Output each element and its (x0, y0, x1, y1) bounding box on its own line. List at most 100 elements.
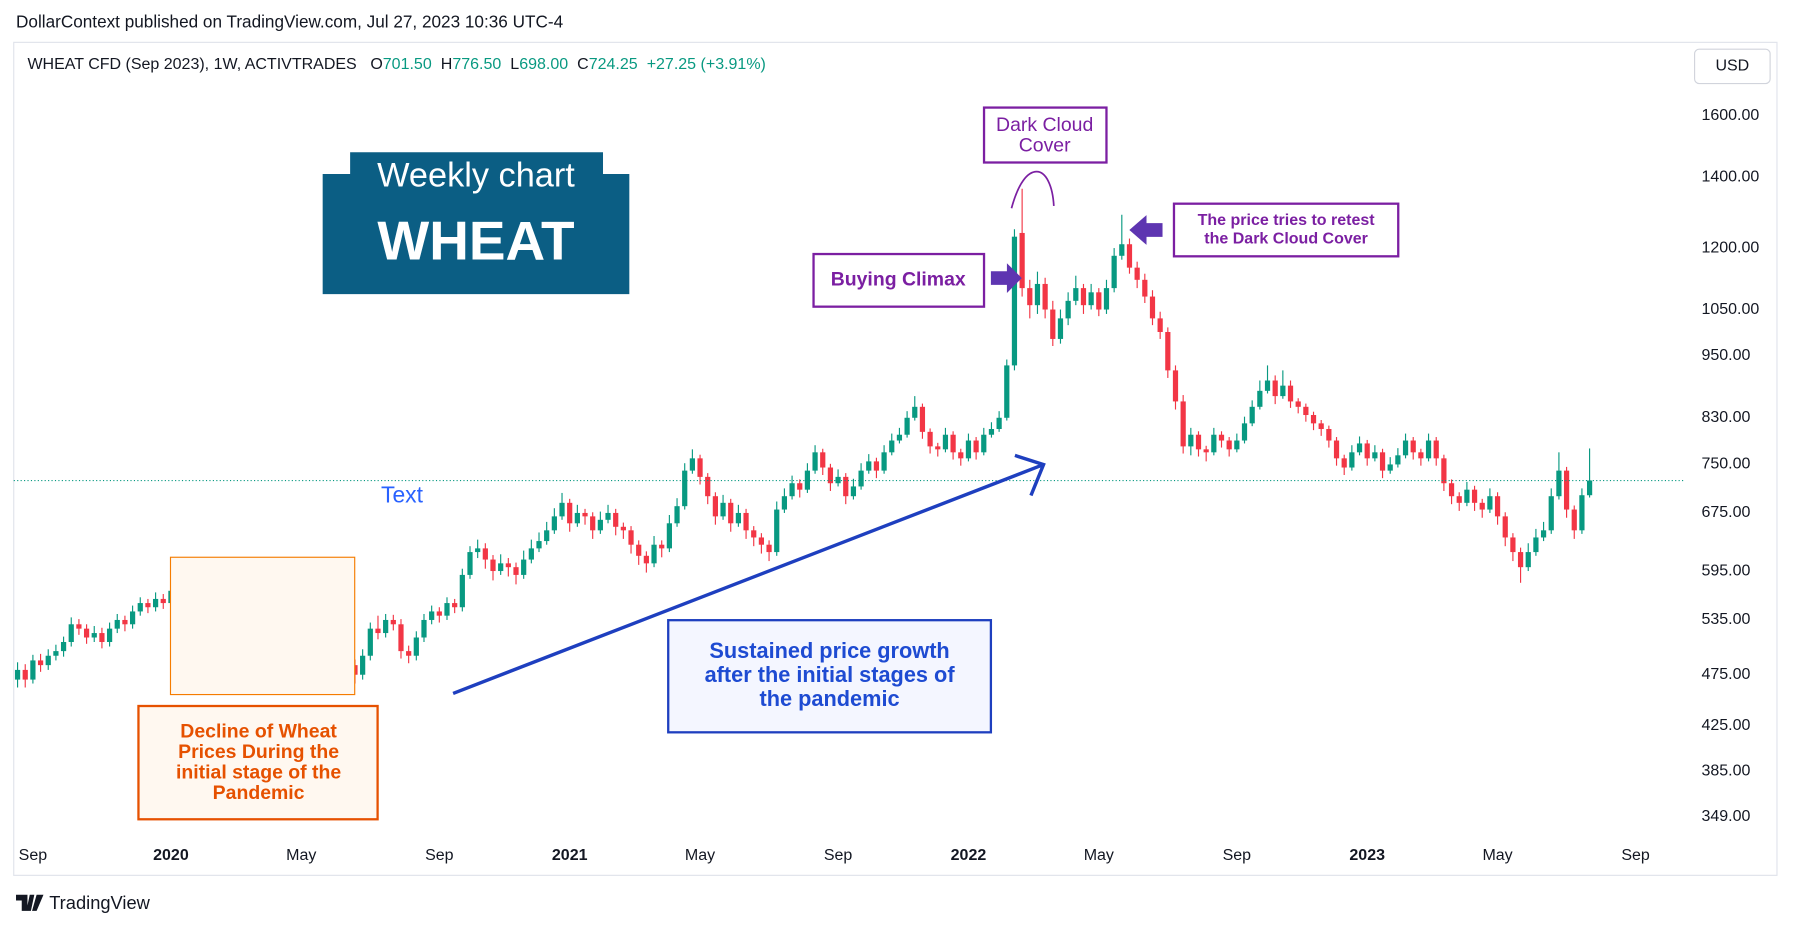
candle-body (889, 440, 895, 453)
candle-body (1126, 244, 1133, 268)
candle-body (766, 544, 772, 553)
candle-body (981, 434, 987, 453)
y-tick-label: 950.00 (1701, 347, 1750, 364)
y-tick-label: 1200.00 (1701, 239, 1759, 256)
candle-body (1180, 401, 1186, 447)
candle-body (1249, 406, 1255, 424)
candle-body (1471, 489, 1478, 503)
candle-body (712, 496, 718, 517)
candle-body (160, 598, 166, 604)
candle-body (896, 434, 903, 441)
candle-body (152, 598, 159, 608)
candle-body (1234, 440, 1240, 450)
currency[interactable]: USD (1715, 58, 1749, 75)
candle-body (383, 619, 389, 634)
candle-body (1448, 483, 1455, 497)
candle-body (1540, 530, 1547, 538)
candle-body (1218, 434, 1225, 441)
candle-body (360, 655, 366, 675)
candle-body (674, 506, 680, 524)
candle-body (122, 619, 128, 625)
candle-body (1088, 292, 1094, 306)
candle-body (728, 502, 734, 524)
annotation-text: initial stage of the (176, 762, 341, 784)
candle-body (697, 458, 703, 477)
candle-body (1525, 552, 1531, 568)
candle-body (22, 669, 28, 680)
candle-body (1287, 385, 1294, 402)
candle-body (1464, 489, 1470, 503)
annotation-text: Pandemic (213, 782, 305, 804)
candle-body (965, 440, 972, 459)
y-tick-label: 830.00 (1701, 409, 1750, 426)
y-tick-label: 385.00 (1701, 763, 1750, 780)
candle-body (536, 541, 542, 549)
ohlc-key: L (510, 56, 519, 73)
candle-body (1280, 385, 1286, 397)
candle-body (1333, 440, 1340, 459)
candle-body (620, 526, 626, 531)
candle-body (1295, 401, 1301, 407)
candle-body (1172, 370, 1179, 402)
candle-body (958, 452, 964, 459)
currency-button[interactable]: USD (1694, 48, 1771, 85)
x-tick-label: Sep (425, 847, 454, 864)
currency-button-frame[interactable] (1694, 48, 1771, 85)
y-tick-label: 425.00 (1701, 717, 1750, 734)
candle-body (1356, 443, 1363, 453)
candle-body (705, 476, 711, 497)
candle-body (1211, 434, 1217, 453)
candle-body (919, 406, 926, 432)
candle-body (498, 563, 504, 572)
y-tick-label: 1050.00 (1701, 301, 1759, 318)
candle-body (452, 603, 458, 608)
candle-body (45, 655, 51, 666)
candle-body (597, 519, 603, 531)
candle-body (1502, 516, 1508, 538)
annotation-text: Dark Cloud (996, 114, 1093, 136)
candle-body (367, 628, 373, 656)
candle-body (1272, 380, 1278, 397)
candle-body (666, 523, 672, 549)
candle-body (1410, 440, 1416, 453)
candle-body (912, 406, 918, 418)
footer-logo (16, 894, 44, 911)
candle-body (1034, 283, 1041, 306)
candle-body (1433, 440, 1439, 459)
candle-body (1050, 309, 1056, 339)
ohlc-value: 698.00 (519, 56, 568, 73)
candle-body (551, 516, 557, 531)
candle-body (651, 544, 657, 564)
candle-body (758, 537, 765, 545)
x-tick-label: Sep (824, 847, 853, 864)
candle-body (114, 619, 120, 629)
candle-body (935, 446, 941, 450)
candle-body (1264, 380, 1271, 391)
candle-body (942, 434, 949, 450)
symbol-legend: WHEAT CFD (Sep 2023), 1W, ACTIVTRADES O7… (27, 56, 765, 73)
candle-body (444, 603, 450, 616)
x-tick-label: May (685, 847, 715, 864)
candle-body (99, 633, 105, 642)
candle-body (436, 611, 442, 616)
annotation-text: Prices During the (178, 741, 339, 763)
annotation-box (667, 619, 993, 734)
candle-body (1073, 288, 1079, 301)
candle-body (1418, 452, 1424, 459)
candle-body (1203, 449, 1209, 453)
candle-body (843, 476, 849, 497)
chart-frame (13, 41, 1778, 876)
candle-body (751, 530, 757, 538)
candle-body (1563, 470, 1570, 510)
candle-body (1111, 255, 1117, 289)
x-tick-label: 2021 (552, 847, 588, 864)
candle-body (1586, 480, 1593, 496)
candle-body (1241, 423, 1248, 441)
y-tick-label: 595.00 (1701, 562, 1750, 579)
x-tick-label: Sep (19, 847, 48, 864)
candle-body (1364, 443, 1370, 459)
annotation-text: The price tries to retest (1198, 212, 1376, 229)
candle-body (1402, 440, 1409, 456)
